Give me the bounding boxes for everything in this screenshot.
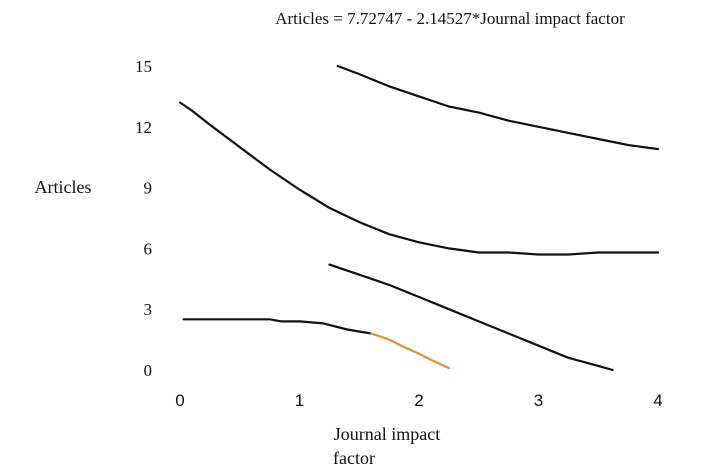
series-line-3: [328, 263, 614, 372]
series-line-2: [178, 101, 660, 256]
x-tick-label: 2: [414, 391, 423, 410]
series-line-5: [370, 332, 450, 370]
y-axis-label: Articles: [35, 177, 92, 197]
y-tick-label: 12: [135, 118, 152, 137]
x-axis-label-line-1: Journal impact: [334, 424, 440, 444]
y-tick-label: 6: [144, 239, 153, 258]
x-tick-label: 3: [534, 391, 543, 410]
chart-title: Articles = 7.72747 - 2.14527*Journal imp…: [275, 9, 625, 28]
x-tick-label: 4: [653, 391, 662, 410]
x-axis-label-line-2: factor: [333, 448, 375, 468]
series-group: [178, 64, 660, 372]
x-tick-labels: 0 1 2 3 4: [175, 391, 662, 410]
y-tick-label: 15: [135, 57, 152, 76]
x-tick-label: 1: [295, 391, 304, 410]
y-tick-labels: 0 3 6 9 12 15: [135, 57, 152, 380]
y-tick-label: 9: [144, 179, 153, 198]
x-tick-label: 0: [175, 391, 184, 410]
y-tick-label: 3: [144, 300, 153, 319]
y-tick-label: 0: [144, 361, 153, 380]
series-line-4: [182, 318, 373, 335]
series-line-1: [336, 64, 660, 151]
